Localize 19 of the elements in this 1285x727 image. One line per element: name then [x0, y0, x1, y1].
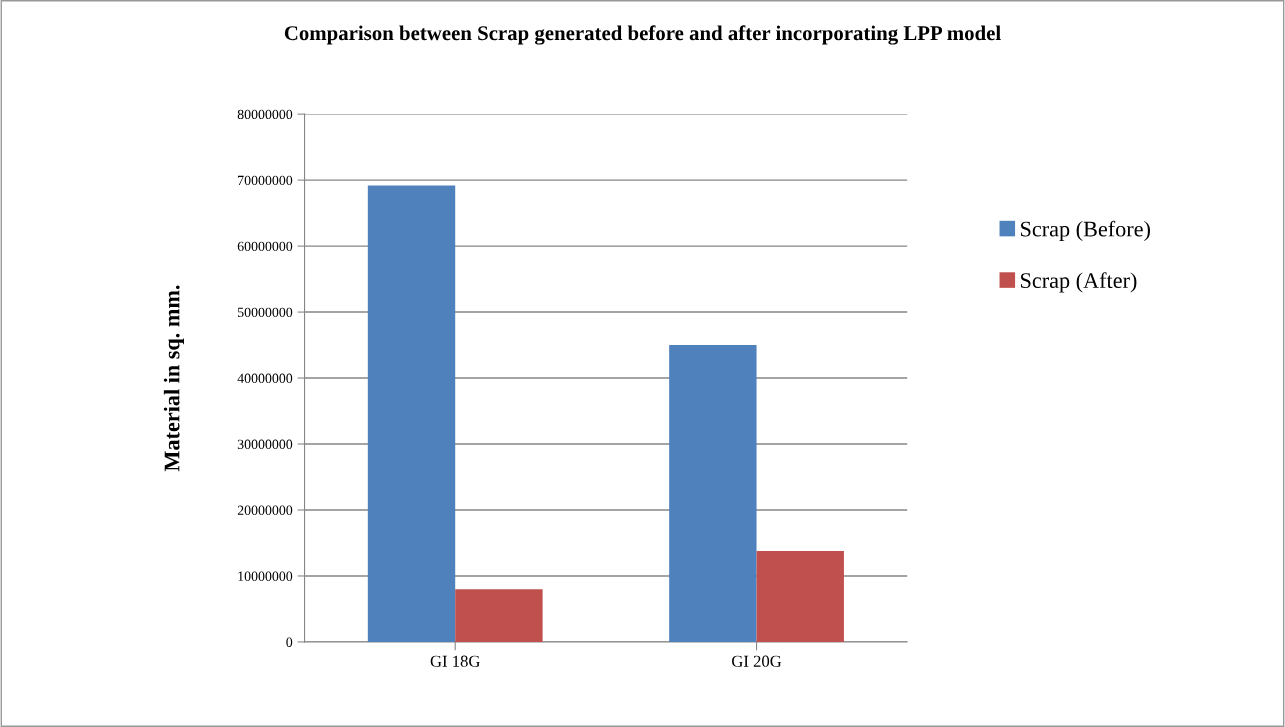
y-tick-label: 80000000: [237, 109, 293, 120]
bar: [669, 345, 757, 642]
bar: [367, 185, 456, 642]
y-tick-label: 20000000: [237, 505, 293, 515]
y-tick-label: 30000000: [237, 439, 293, 449]
legend-label: Scrap (After): [1021, 272, 1137, 293]
y-tick-label: 0: [286, 637, 293, 647]
x-tick-label: GI 18G: [430, 655, 480, 667]
bar: [455, 589, 543, 642]
y-tick-label: 50000000: [237, 307, 293, 318]
y-tick-label: 70000000: [238, 175, 293, 186]
chart-title: Comparison between Scrap generated before and after incorporating LPP model: [284, 25, 1001, 45]
bar: [756, 550, 844, 642]
x-tick-label: GI 20G: [732, 655, 782, 667]
y-tick-label: 40000000: [237, 373, 293, 383]
y-axis-title: Material in sq. mm.: [163, 285, 185, 472]
legend-label: Scrap (Before): [1021, 220, 1150, 242]
y-tick-label: 60000000: [237, 241, 293, 252]
y-tick-label: 10000000: [238, 571, 293, 581]
